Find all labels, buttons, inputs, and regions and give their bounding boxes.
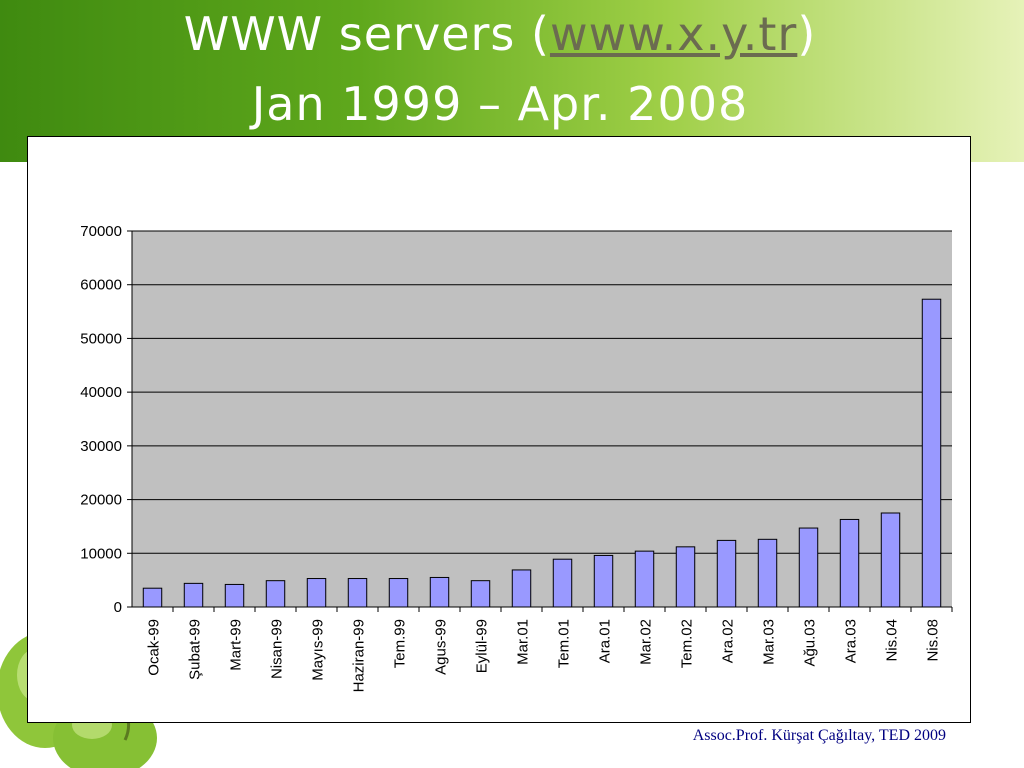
x-tick-label: Agus-99 <box>433 619 450 675</box>
bar-Mar.02 <box>634 550 655 608</box>
slide-subtitle: Jan 1999 – Apr. 2008 <box>251 77 749 131</box>
bar-Nis.08 <box>921 298 942 608</box>
y-tick-label: 70000 <box>80 223 122 240</box>
bar-Mart-99 <box>224 583 245 608</box>
x-tick-label: Tem.02 <box>679 619 696 668</box>
title-suffix: ) <box>797 7 817 61</box>
y-tick-label: 0 <box>114 599 122 616</box>
slide-title: WWW servers (www.x.y.tr) <box>0 8 1012 60</box>
y-tick-label: 60000 <box>80 277 122 294</box>
plot-area <box>132 231 952 607</box>
x-tick-label: Ara.03 <box>843 619 860 663</box>
x-tick-label: Eylül-99 <box>474 619 491 673</box>
x-tick-label: Mar.03 <box>761 619 778 665</box>
x-tick-label: Şubat-99 <box>187 619 204 680</box>
bar-Tem.01 <box>552 558 573 608</box>
bar-Ara.03 <box>839 518 860 608</box>
bar-chart: 0 10000 20000 30000 40000 50000 60000 70000 Ocak… <box>80 223 953 692</box>
bar-Agus-99 <box>429 576 450 608</box>
title-prefix: WWW servers ( <box>183 7 550 61</box>
bar-Mar.03 <box>757 538 778 608</box>
y-tick-label: 40000 <box>80 384 122 401</box>
y-tick-label: 10000 <box>80 545 122 562</box>
title-link[interactable]: www.x.y.tr <box>549 7 798 61</box>
title-banner <box>0 0 1024 162</box>
x-tick-label: Mar.02 <box>638 619 655 665</box>
x-tick-label: Mart-99 <box>228 619 245 671</box>
x-tick-label: Nis.04 <box>884 619 901 662</box>
bar-Ağu.03 <box>798 527 819 608</box>
y-tick-label: 20000 <box>80 492 122 509</box>
bar-Eylül-99 <box>470 580 491 608</box>
bar-Ocak-99 <box>142 587 163 608</box>
y-tick-label: 30000 <box>80 438 122 455</box>
x-tick-label: Ara.01 <box>597 619 614 663</box>
bar-Tem.02 <box>675 546 696 608</box>
y-tick-label: 50000 <box>80 330 122 347</box>
x-tick-label: Tem.99 <box>392 619 409 668</box>
x-tick-label: Mar.01 <box>515 619 532 665</box>
bar-Ara.01 <box>593 554 614 608</box>
x-tick-label: Ağu.03 <box>802 619 819 667</box>
x-tick-label: Ara.02 <box>720 619 737 663</box>
x-tick-label: Mayıs-99 <box>310 619 327 681</box>
bar-Şubat-99 <box>183 582 204 608</box>
chart-frame: 0 10000 20000 30000 40000 50000 60000 70000 Ocak… <box>27 136 971 723</box>
x-tick-label: Nisan-99 <box>269 619 286 679</box>
x-tick-label: Nis.08 <box>925 619 942 662</box>
bar-Ara.02 <box>716 539 737 608</box>
x-tick-label: Haziran-99 <box>351 619 368 692</box>
bar-Nis.04 <box>880 512 901 608</box>
credit-text: Assoc.Prof. Kürşat Çağıltay, TED 2009 <box>692 727 946 744</box>
x-tick-label: Ocak-99 <box>146 619 163 676</box>
bar-Mar.01 <box>511 569 532 608</box>
bar-Mayıs-99 <box>306 578 327 608</box>
bar-Tem.99 <box>388 578 409 608</box>
x-tick-label: Tem.01 <box>556 619 573 668</box>
bar-Nisan-99 <box>265 580 286 608</box>
bar-Haziran-99 <box>347 578 368 608</box>
